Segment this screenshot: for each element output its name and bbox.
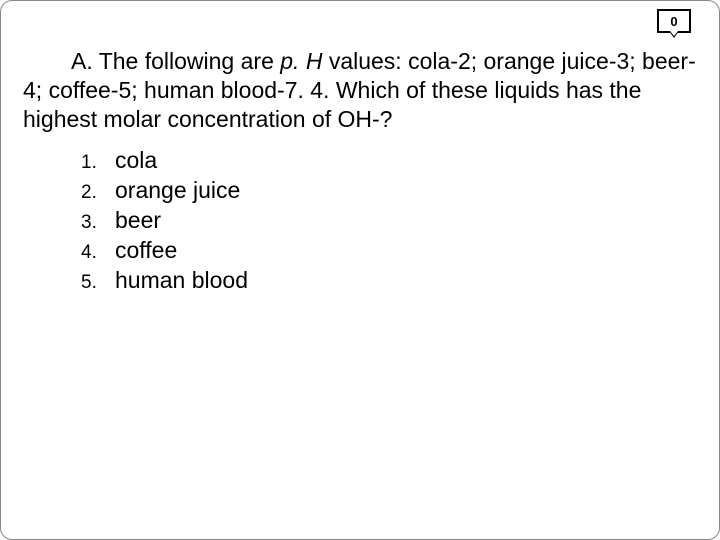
- option-row: 1. cola: [81, 147, 697, 174]
- options-list: 1. cola 2. orange juice 3. beer 4. coffe…: [81, 147, 697, 294]
- option-number: 1.: [81, 152, 115, 174]
- option-text: human blood: [115, 267, 248, 294]
- question-prefix: A. The following are: [71, 48, 280, 74]
- option-row: 4. coffee: [81, 237, 697, 264]
- option-text: coffee: [115, 237, 177, 264]
- slide-frame: 0 A. The following are p. H values: cola…: [0, 0, 720, 540]
- badge-tail-inner-icon: [670, 31, 678, 36]
- option-text: beer: [115, 207, 161, 234]
- option-number: 2.: [81, 182, 115, 204]
- option-number: 3.: [81, 212, 115, 234]
- option-number: 4.: [81, 242, 115, 264]
- option-row: 3. beer: [81, 207, 697, 234]
- ph-italic: p. H: [280, 48, 322, 74]
- slide-number: 0: [670, 14, 677, 29]
- slide-number-badge: 0: [657, 9, 691, 33]
- option-number: 5.: [81, 272, 115, 294]
- question-text: A. The following are p. H values: cola-2…: [23, 47, 697, 133]
- option-text: orange juice: [115, 177, 240, 204]
- option-text: cola: [115, 147, 157, 174]
- option-row: 2. orange juice: [81, 177, 697, 204]
- option-row: 5. human blood: [81, 267, 697, 294]
